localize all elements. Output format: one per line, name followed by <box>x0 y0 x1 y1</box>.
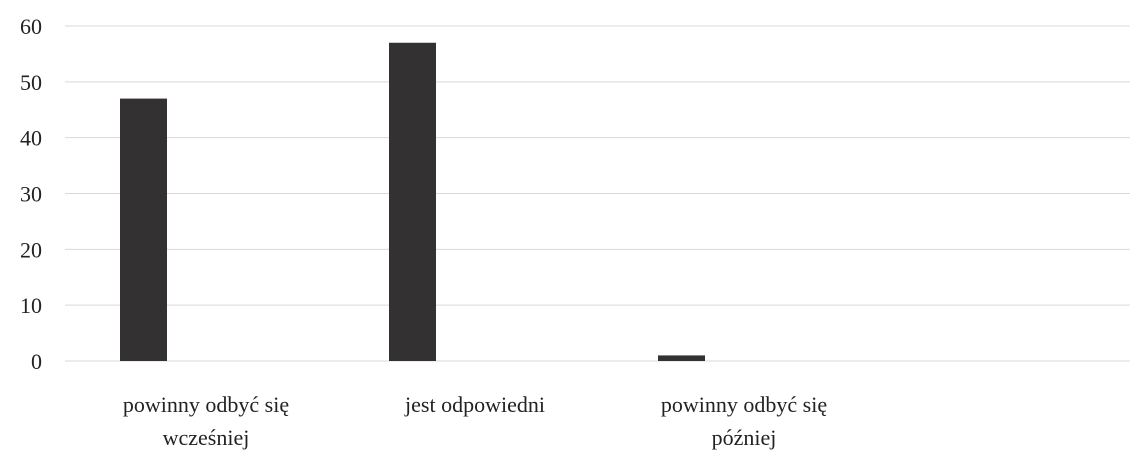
x-category-label-1-line-0: jest odpowiedni <box>404 392 545 417</box>
y-tick-label-40: 40 <box>20 126 42 151</box>
y-tick-label-20: 20 <box>20 237 42 262</box>
x-category-label-0-line-0: powinny odbyć się <box>123 392 289 417</box>
x-category-label-2-line-0: powinny odbyć się <box>661 392 827 417</box>
y-tick-label-0: 0 <box>31 349 42 374</box>
bar-1 <box>389 42 436 361</box>
x-axis-labels: powinny odbyć się wcześniej jest odpowiedn… <box>123 392 827 450</box>
gridlines <box>65 25 1130 362</box>
bar-2 <box>658 355 705 361</box>
y-tick-label-30: 30 <box>20 182 42 207</box>
bars <box>120 42 705 361</box>
y-tick-label-10: 10 <box>20 293 42 318</box>
y-tick-label-60: 60 <box>20 14 42 39</box>
bar-0 <box>120 98 167 361</box>
y-tick-label-50: 50 <box>20 70 42 95</box>
y-axis-ticks: 0 10 20 30 40 50 60 <box>20 14 42 374</box>
x-category-label-0-line-1: wcześniej <box>163 425 250 450</box>
x-category-label-2-line-1: później <box>712 425 777 450</box>
